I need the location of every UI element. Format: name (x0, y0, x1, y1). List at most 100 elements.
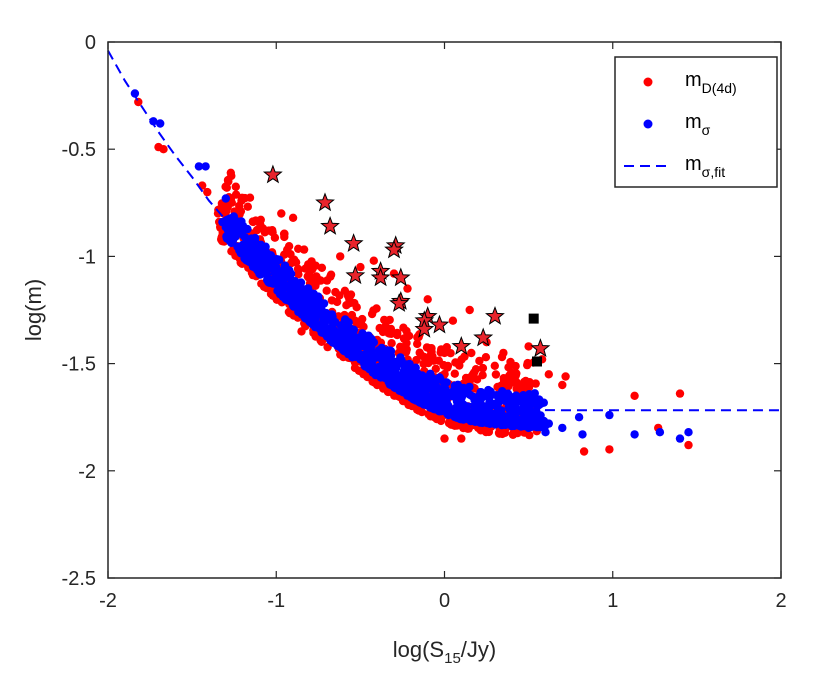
blue-point (441, 385, 450, 394)
star-point (345, 265, 366, 285)
blue-point (364, 335, 374, 344)
y-tick-label: -1.5 (62, 354, 96, 376)
y-tick-label: 0 (85, 32, 96, 54)
red-point (440, 434, 449, 443)
red-point (630, 391, 639, 400)
blue-point (358, 329, 367, 338)
blue-point (272, 255, 281, 264)
red-point (490, 361, 499, 370)
red-point (203, 187, 212, 197)
x-tick-label: 0 (439, 590, 450, 612)
blue-point (325, 331, 334, 340)
blue-point (263, 262, 272, 272)
red-point (401, 347, 411, 357)
red-point (475, 356, 484, 366)
plot-area (107, 50, 781, 456)
blue-point (675, 434, 685, 443)
red-point (544, 370, 553, 379)
red-point (227, 247, 236, 256)
y-tick-label: -0.5 (62, 139, 96, 161)
blue-point (241, 239, 250, 248)
blue-point (329, 338, 339, 347)
legend-items: mD(4d) mσ mσ,fit (624, 69, 737, 180)
blue-point (544, 419, 553, 428)
red-point (457, 434, 466, 443)
red-point (558, 380, 567, 390)
blue-point (238, 221, 248, 231)
blue-point (474, 392, 483, 401)
blue-point (558, 423, 567, 433)
red-point (245, 193, 255, 202)
x-axis-label-suffix: /Jy) (461, 637, 496, 662)
red-point (524, 342, 533, 351)
blue-point (393, 377, 402, 387)
blue-point (277, 290, 287, 299)
red-point (478, 363, 488, 373)
blue-point (288, 301, 298, 310)
blue-point (397, 356, 406, 365)
blue-point (482, 418, 492, 428)
blue-point (156, 119, 165, 128)
legend-marker (643, 77, 653, 87)
red-point (299, 245, 309, 254)
blue-point (218, 217, 227, 227)
legend-label: mσ,fit (685, 153, 725, 180)
blue-point (261, 244, 270, 253)
blue-point (194, 162, 204, 171)
red-point (499, 377, 509, 387)
red-point (252, 225, 262, 235)
blue-point (308, 305, 317, 315)
blue-point (298, 288, 307, 297)
blue-point (415, 398, 424, 407)
red-point (277, 209, 286, 218)
red-point (499, 348, 508, 358)
blue-point (348, 353, 357, 362)
red-point (345, 295, 354, 304)
red-point (457, 355, 466, 364)
blue-point (442, 378, 451, 387)
x-axis-label-sub: 15 (444, 650, 461, 667)
legend-label: mD(4d) (685, 69, 737, 96)
red-point (219, 204, 229, 213)
x-axis-label-prefix: log(S (393, 637, 444, 662)
y-tick-label: -2.5 (62, 568, 96, 590)
red-point (375, 323, 384, 333)
red-point (331, 287, 340, 297)
red-point (369, 256, 378, 265)
blue-point (432, 382, 441, 391)
blue-point (506, 409, 515, 418)
red-point (471, 365, 481, 374)
blue-point (412, 369, 422, 378)
red-point (436, 416, 446, 426)
red-point (434, 356, 443, 365)
blue-point (385, 380, 394, 389)
red-point (316, 336, 325, 345)
red-point (419, 359, 428, 369)
x-tick-label: 2 (775, 590, 786, 612)
blue-point (458, 390, 468, 399)
blue-point (269, 276, 278, 285)
star-point (473, 327, 494, 347)
fit-line (107, 50, 781, 412)
red-point (327, 296, 337, 305)
red-point (134, 97, 143, 107)
blue-point (354, 348, 363, 358)
star-point (389, 293, 409, 312)
star-point (262, 164, 283, 184)
red-point (446, 349, 455, 358)
red-point (675, 389, 685, 398)
red-point (322, 286, 331, 295)
red-point (413, 339, 422, 349)
red-point (297, 327, 306, 336)
blue-point (451, 407, 460, 416)
red-point (412, 355, 421, 365)
blue-point (149, 117, 158, 126)
red-point (336, 252, 345, 261)
y-tick-label: -1 (78, 246, 96, 268)
red-point (511, 371, 520, 380)
red-point (472, 375, 482, 384)
red-point (356, 262, 365, 272)
red-point (443, 363, 452, 372)
star-point (485, 305, 505, 325)
blue-point (574, 413, 584, 422)
